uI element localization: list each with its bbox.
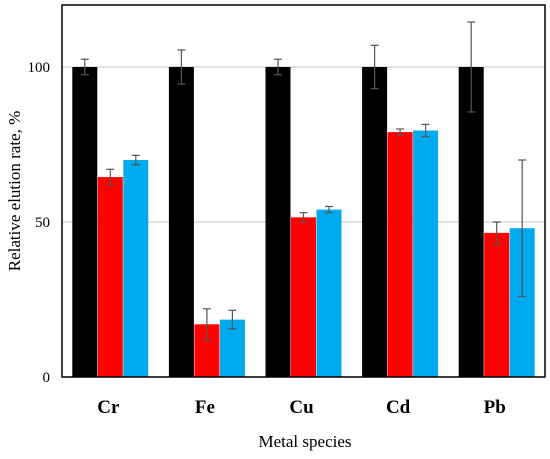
bar-cd-0 bbox=[362, 67, 388, 377]
error-bars-group bbox=[80, 21, 527, 341]
error-bar bbox=[492, 221, 501, 245]
bar-cr-1 bbox=[97, 177, 123, 377]
bar-fe-0 bbox=[168, 67, 194, 377]
error-bar bbox=[396, 128, 405, 136]
bars-group bbox=[72, 67, 535, 377]
error-bar bbox=[325, 205, 333, 214]
error-bar bbox=[467, 21, 476, 113]
bar-pb-1 bbox=[484, 232, 510, 377]
bar-pb-0 bbox=[458, 67, 484, 377]
bar-cu-1 bbox=[291, 217, 316, 377]
x-tick-label-cd: Cd bbox=[386, 397, 411, 418]
y-tick-label: 50 bbox=[35, 215, 50, 231]
error-bar bbox=[421, 123, 430, 138]
x-tick-label-cr: Cr bbox=[97, 397, 120, 418]
y-tick-label: 100 bbox=[28, 60, 51, 76]
x-tick-label-fe: Fe bbox=[195, 397, 215, 418]
error-bar bbox=[370, 44, 379, 90]
x-category-labels: Cr Fe Cu Cd Pb bbox=[97, 397, 506, 418]
y-axis-title: Relative elution rate, % bbox=[5, 111, 24, 272]
error-bar bbox=[274, 58, 282, 76]
plot-frame bbox=[61, 4, 546, 378]
error-bar bbox=[131, 154, 140, 166]
x-tick-label-pb: Pb bbox=[484, 397, 506, 418]
x-axis-title: Metal species bbox=[259, 432, 352, 451]
error-bar bbox=[106, 168, 115, 186]
x-tick-label-cu: Cu bbox=[289, 397, 314, 418]
bar-cd-2 bbox=[413, 130, 439, 377]
error-bar bbox=[177, 49, 186, 85]
bar-cu-0 bbox=[265, 67, 291, 377]
error-bar bbox=[299, 212, 308, 223]
y-tick-label: 0 bbox=[43, 370, 51, 386]
bar-cd-1 bbox=[387, 132, 413, 377]
bar-cr-0 bbox=[72, 67, 98, 377]
error-bar bbox=[202, 308, 211, 341]
bar-cr-2 bbox=[123, 160, 149, 377]
error-bar bbox=[228, 309, 237, 330]
bar-cu-2 bbox=[316, 209, 342, 377]
y-tick-labels: 0 50 100 bbox=[28, 60, 51, 386]
error-bar bbox=[518, 159, 527, 297]
error-bar bbox=[80, 58, 89, 76]
